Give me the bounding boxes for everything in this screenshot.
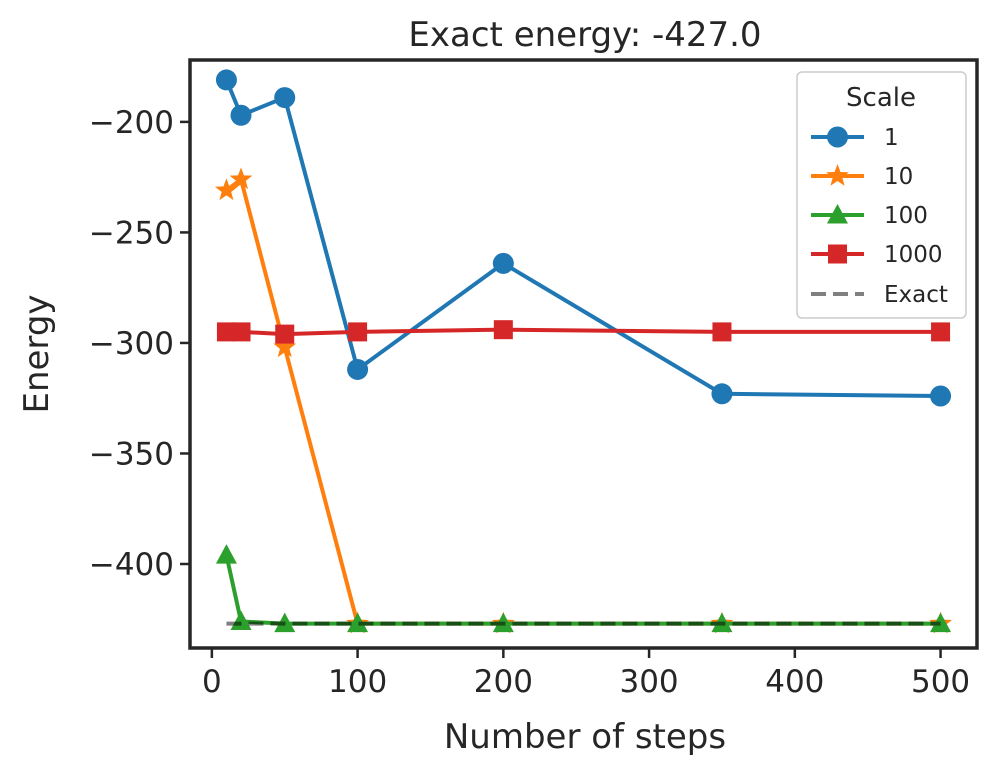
legend-label-exact: Exact [884,282,948,308]
y-axis-label: Energy [17,294,57,413]
series-line-1000 [226,327,941,337]
plot-marks [215,69,952,634]
y-tick-label: −350 [89,436,174,472]
series-1000-marker [348,322,368,342]
series-1-marker [930,385,952,407]
series-1000-marker [216,322,236,342]
x-tick-label: 100 [328,664,387,700]
series-10-marker [273,335,297,358]
x-tick-label: 0 [202,664,222,700]
x-tick-label: 500 [911,664,970,700]
legend-label-10: 10 [884,164,913,190]
series-1000-marker [931,322,951,342]
series-1-marker [492,252,514,274]
legend-label-1: 1 [884,125,899,151]
legend-marker-10 [826,164,849,186]
series-100-marker [215,544,237,564]
y-axis: −200 −250 −300 −350 −400 [89,105,190,583]
x-tick-label: 200 [474,664,533,700]
legend-items: 1 10 100 1000 Exact [811,125,948,308]
series-1-marker [215,69,237,91]
series-1000-marker [493,320,513,340]
x-tick-label: 400 [765,664,824,700]
legend-title: Scale [846,83,916,113]
series-10-marker [229,167,253,190]
series-1-marker [347,358,369,380]
series-1-marker [230,104,252,126]
x-axis: 0 100 200 300 400 500 [202,648,970,700]
y-tick-label: −300 [89,326,174,362]
legend-label-100: 100 [884,203,928,229]
y-tick-label: −250 [89,215,174,251]
series-100-marker [347,612,369,633]
x-tick-label: 300 [619,664,678,700]
legend-marker-1000 [828,244,847,264]
legend: Scale 1 10 100 1000 Exact [796,71,967,319]
x-axis-label: Number of steps [444,717,726,757]
series-1000-marker [712,322,732,342]
series-1-marker [711,383,733,405]
legend-marker-1 [827,126,848,148]
series-10-marker [215,178,238,201]
series-1000-marker [275,324,295,344]
y-tick-label: −400 [89,547,174,583]
plot-frame [188,58,979,650]
legend-marker-100 [827,204,848,224]
chart-title: Exact energy: -427.0 [408,15,761,55]
series-1000-marker [231,322,251,342]
series-line-100 [224,554,941,626]
series-1-marker [274,87,296,109]
legend-label-1000: 1000 [884,242,943,268]
y-tick-label: −200 [89,105,174,141]
